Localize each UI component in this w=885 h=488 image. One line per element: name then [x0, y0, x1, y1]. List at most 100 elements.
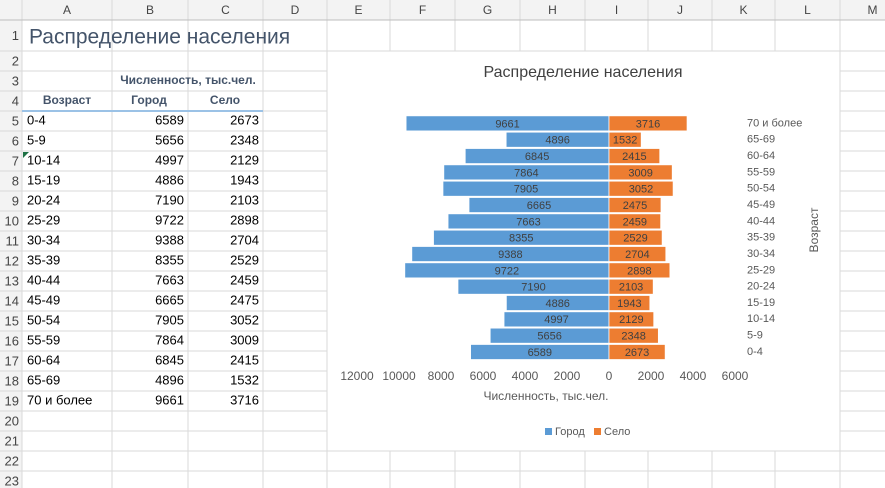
- y-tick-label: 10-14: [747, 313, 775, 325]
- row-header: 23: [5, 473, 19, 488]
- cell: 65-69: [27, 372, 60, 387]
- data-label: 1532: [613, 135, 637, 147]
- data-label: 5656: [537, 331, 561, 343]
- chart-title: Распределение населения: [484, 64, 683, 81]
- column-header-strip: [0, 0, 885, 20]
- y-tick-label: 25-29: [747, 264, 775, 276]
- row-header: 2: [12, 53, 19, 68]
- cell: 55-59: [27, 332, 60, 347]
- cell: 2415: [230, 352, 259, 367]
- row-header: 19: [5, 393, 19, 408]
- row-header: 1: [12, 28, 19, 43]
- x-tick-label: 2000: [638, 369, 665, 383]
- cell: 9388: [155, 232, 184, 247]
- data-label: 6665: [527, 200, 551, 212]
- row-header: 3: [12, 73, 19, 88]
- bar: [608, 246, 667, 262]
- cell: 5656: [155, 132, 184, 147]
- cell: 7864: [155, 332, 184, 347]
- data-label: 2348: [621, 331, 645, 343]
- cell: 7663: [155, 272, 184, 287]
- data-label: 4997: [544, 314, 568, 326]
- data-label: 7864: [514, 167, 538, 179]
- y-tick-label: 65-69: [747, 134, 775, 146]
- data-label: 2103: [619, 282, 643, 294]
- bar: [608, 327, 659, 344]
- row-header: 20: [5, 413, 19, 428]
- column-header: F: [419, 3, 426, 17]
- cell: 50-54: [27, 312, 60, 327]
- y-tick-label: 0-4: [747, 346, 763, 358]
- row-header: 9: [12, 193, 19, 208]
- row-header: 10: [5, 213, 19, 228]
- bar: [608, 344, 666, 360]
- cell: 2129: [230, 152, 259, 167]
- cell: 1943: [230, 172, 259, 187]
- data-label: 7905: [514, 184, 538, 196]
- cell: 20-24: [27, 192, 60, 207]
- data-label: 9388: [498, 249, 522, 261]
- data-label: 2898: [627, 265, 651, 277]
- cell: 10-14: [27, 152, 60, 167]
- bar: [608, 148, 661, 164]
- cell: 2475: [230, 292, 259, 307]
- x-tick-label: 2000: [554, 369, 581, 383]
- data-label: 7190: [521, 282, 545, 294]
- table-header: Город: [131, 93, 167, 107]
- cell: 25-29: [27, 212, 60, 227]
- data-label: 4896: [545, 135, 569, 147]
- row-header: 16: [5, 333, 19, 348]
- column-header: H: [548, 3, 557, 17]
- bar: [608, 213, 661, 230]
- bar: [608, 115, 688, 132]
- bar: [608, 295, 651, 311]
- table-header: Возраст: [43, 93, 91, 107]
- x-tick-label: 4000: [680, 369, 707, 383]
- cell: 2704: [230, 232, 259, 247]
- table-header: Село: [210, 93, 240, 107]
- y-tick-label: 5-9: [747, 330, 763, 342]
- data-label: 9722: [495, 265, 519, 277]
- data-label: 4886: [545, 298, 569, 310]
- x-axis-label: Численность, тыс.чел.: [483, 389, 608, 403]
- column-header: A: [63, 3, 71, 17]
- cell: 4997: [155, 152, 184, 167]
- cell: 35-39: [27, 252, 60, 267]
- column-header: D: [291, 3, 300, 17]
- cell: 2529: [230, 252, 259, 267]
- row-header: 21: [5, 433, 19, 448]
- y-tick-label: 50-54: [747, 183, 775, 195]
- column-header: M: [868, 3, 878, 17]
- row-header: 17: [5, 353, 19, 368]
- row-header-strip: [0, 0, 22, 488]
- data-label: 2673: [625, 347, 649, 359]
- cell: 3716: [230, 392, 259, 407]
- cell: 6589: [155, 112, 184, 127]
- cell: 30-34: [27, 232, 60, 247]
- cell: 6665: [155, 292, 184, 307]
- cell: 4886: [155, 172, 184, 187]
- y-axis-label: Возраст: [807, 207, 821, 252]
- bar: [608, 262, 671, 279]
- row-header: 12: [5, 253, 19, 268]
- error-indicator: [23, 152, 29, 158]
- data-label: 1943: [617, 298, 641, 310]
- group-header: Численность, тыс.чел.: [120, 73, 256, 87]
- bar: [608, 311, 655, 328]
- cell: 15-19: [27, 172, 60, 187]
- x-tick-label: 12000: [340, 369, 374, 383]
- legend-label: Город: [555, 426, 585, 438]
- column-header: K: [739, 3, 747, 17]
- bar: [608, 197, 662, 213]
- cell: 6845: [155, 352, 184, 367]
- cell: 9722: [155, 212, 184, 227]
- column-header: L: [804, 3, 811, 17]
- column-header: E: [354, 3, 362, 17]
- y-tick-label: 40-44: [747, 215, 775, 227]
- y-tick-label: 30-34: [747, 248, 775, 260]
- bar: [608, 180, 674, 197]
- row-header: 8: [12, 173, 19, 188]
- column-header: B: [146, 3, 154, 17]
- y-tick-label: 55-59: [747, 166, 775, 178]
